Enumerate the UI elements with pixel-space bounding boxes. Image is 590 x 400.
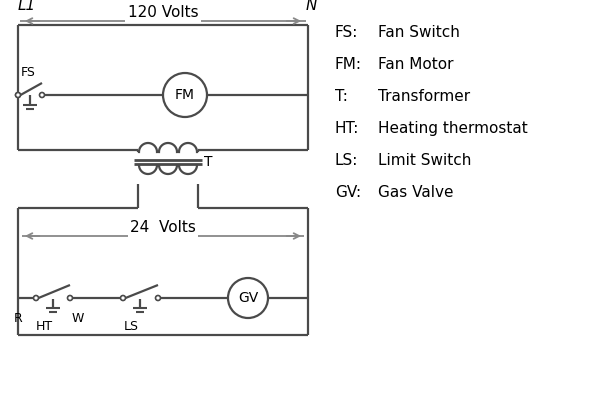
Circle shape — [67, 296, 73, 300]
Text: Limit Switch: Limit Switch — [378, 153, 471, 168]
Text: 120 Volts: 120 Volts — [127, 5, 198, 20]
Circle shape — [228, 278, 268, 318]
Text: Transformer: Transformer — [378, 89, 470, 104]
Text: L1: L1 — [18, 0, 36, 13]
Text: N: N — [306, 0, 317, 13]
Text: Heating thermostat: Heating thermostat — [378, 121, 527, 136]
Text: 24  Volts: 24 Volts — [130, 220, 196, 235]
Text: Fan Motor: Fan Motor — [378, 57, 454, 72]
Text: HT:: HT: — [335, 121, 359, 136]
Circle shape — [15, 92, 21, 98]
Circle shape — [163, 73, 207, 117]
Text: LS:: LS: — [335, 153, 358, 168]
Text: FS:: FS: — [335, 25, 358, 40]
Text: LS: LS — [123, 320, 139, 333]
Text: Fan Switch: Fan Switch — [378, 25, 460, 40]
Text: R: R — [14, 312, 22, 325]
Text: GV:: GV: — [335, 185, 361, 200]
Circle shape — [156, 296, 160, 300]
Circle shape — [120, 296, 126, 300]
Text: FM:: FM: — [335, 57, 362, 72]
Text: T:: T: — [335, 89, 348, 104]
Text: T: T — [204, 155, 212, 169]
Circle shape — [34, 296, 38, 300]
Text: GV: GV — [238, 291, 258, 305]
Text: Gas Valve: Gas Valve — [378, 185, 454, 200]
Text: FM: FM — [175, 88, 195, 102]
Circle shape — [40, 92, 44, 98]
Text: W: W — [72, 312, 84, 325]
Text: FS: FS — [21, 66, 36, 79]
Text: HT: HT — [35, 320, 53, 333]
Circle shape — [15, 92, 21, 98]
